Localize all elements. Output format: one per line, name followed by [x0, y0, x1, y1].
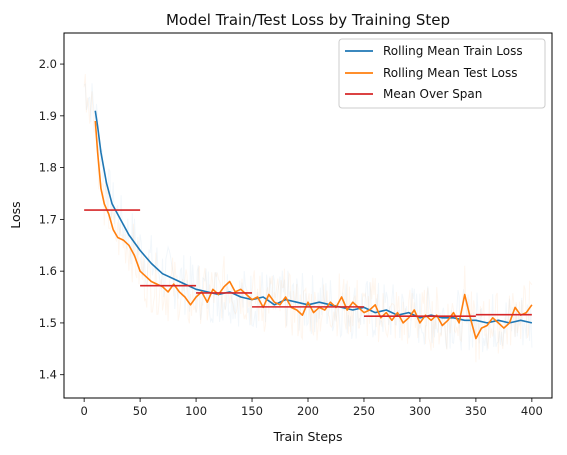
- x-tick-label: 400: [521, 404, 543, 418]
- y-tick-label: 2.0: [39, 57, 57, 71]
- legend: Rolling Mean Train Loss Rolling Mean Tes…: [339, 39, 545, 108]
- x-tick-label: 300: [409, 404, 431, 418]
- legend-label-mean: Mean Over Span: [383, 87, 482, 101]
- x-tick-label: 250: [353, 404, 375, 418]
- y-tick-label: 1.4: [39, 368, 57, 382]
- x-tick-label: 200: [297, 404, 319, 418]
- x-tick-label: 150: [241, 404, 263, 418]
- y-tick-label: 1.9: [39, 109, 57, 123]
- y-tick-label: 1.6: [39, 264, 57, 278]
- x-tick-label: 0: [80, 404, 87, 418]
- legend-label-test: Rolling Mean Test Loss: [383, 66, 517, 80]
- y-tick-label: 1.7: [39, 212, 57, 226]
- x-axis-label: Train Steps: [273, 429, 343, 444]
- x-tick-label: 100: [185, 404, 207, 418]
- y-tick-label: 1.8: [39, 161, 57, 175]
- legend-label-train: Rolling Mean Train Loss: [383, 44, 523, 58]
- y-axis-label: Loss: [8, 201, 23, 228]
- chart-title: Model Train/Test Loss by Training Step: [166, 11, 450, 29]
- y-tick-label: 1.5: [39, 316, 57, 330]
- x-tick-label: 50: [133, 404, 148, 418]
- x-tick-label: 350: [465, 404, 487, 418]
